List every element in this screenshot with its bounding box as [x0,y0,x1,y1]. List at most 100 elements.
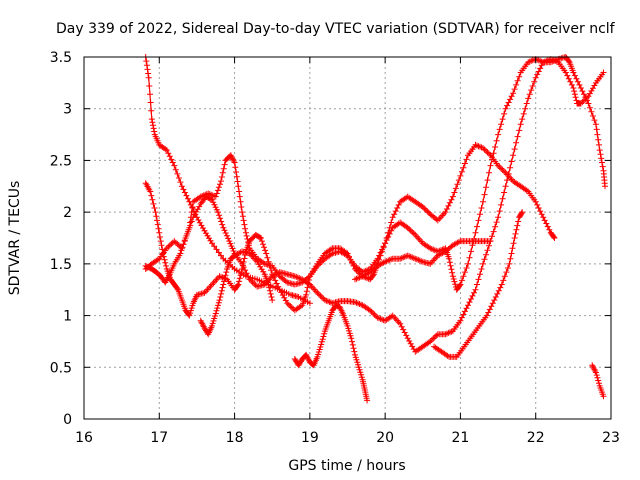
data-point [267,290,274,297]
data-point [447,262,454,269]
data-point [215,299,222,306]
data-point [468,296,474,302]
data-point [168,156,175,163]
data-point [597,151,604,158]
data-point [506,260,513,267]
data-point [511,146,518,153]
data-point [155,225,162,232]
data-point [593,126,600,133]
data-point [540,214,547,221]
data-point [490,228,497,235]
data-point [516,73,523,80]
grid [84,57,611,419]
plot-frame [83,56,612,420]
data-point [571,91,578,98]
x-tick-label: 17 [150,430,168,446]
data-point [144,66,151,73]
data-point [583,97,590,104]
data-point [407,340,414,347]
series-track-5 [197,248,276,338]
data-point [498,281,505,288]
data-point [510,152,517,159]
data-point [537,208,544,215]
data-point [400,326,407,333]
data-point [346,253,352,260]
data-point [364,397,371,404]
data-point [304,284,311,291]
data-point [319,336,326,343]
data-point [458,314,465,321]
data-point [154,217,160,224]
data-point [448,196,455,203]
data-point [235,281,242,288]
data-point [507,255,514,262]
data-point [260,241,266,248]
data-point [195,217,202,223]
data-point [320,333,327,340]
data-point [406,338,413,344]
data-point [215,184,222,191]
data-point [478,266,485,272]
data-point [460,273,467,280]
data-point [401,329,408,336]
data-point [180,186,187,193]
data-point [181,189,188,196]
data-point [349,259,355,266]
data-point [535,68,542,75]
data-point [348,335,355,342]
data-point [212,193,219,200]
data-point [451,189,458,196]
data-point [487,162,494,169]
data-point [215,209,221,216]
data-point [448,266,455,273]
data-point [213,307,220,314]
data-point [219,284,226,291]
data-point [543,220,550,227]
data-point [599,163,606,170]
data-point [499,116,506,123]
data-point [472,229,479,236]
data-point [535,205,542,211]
y-tick-label: 0 [63,412,72,428]
data-point [469,292,476,299]
data-point [145,70,152,77]
series-trace [145,56,606,317]
data-point [147,99,154,106]
data-point [259,238,265,245]
data-point [513,81,520,88]
series-markers [431,209,526,360]
data-point [466,254,473,261]
data-point [599,159,605,166]
data-point [579,88,586,95]
data-point [454,181,461,188]
data-point [272,277,279,284]
data-point [512,230,519,237]
data-point [243,232,250,239]
data-point [534,201,541,208]
data-point [238,204,245,210]
x-tick-label: 18 [226,430,244,446]
x-tick-label: 22 [527,430,545,446]
data-point [149,196,156,203]
y-tick-label: 1 [63,309,72,325]
data-point [147,91,153,98]
data-point [187,214,194,221]
data-point [463,305,470,312]
data-point [303,288,310,295]
data-point [306,300,313,307]
data-point [239,209,246,216]
data-point [493,137,500,144]
series-markers [197,248,276,338]
data-point [480,198,486,205]
data-point [451,278,458,285]
series-markers [291,302,371,404]
data-point [564,72,571,79]
data-point [385,229,392,236]
data-point [516,127,523,134]
data-point [256,234,263,241]
data-point [403,332,410,339]
data-point [483,312,490,319]
data-point [219,169,226,176]
data-point [389,214,396,221]
data-point [303,291,310,298]
